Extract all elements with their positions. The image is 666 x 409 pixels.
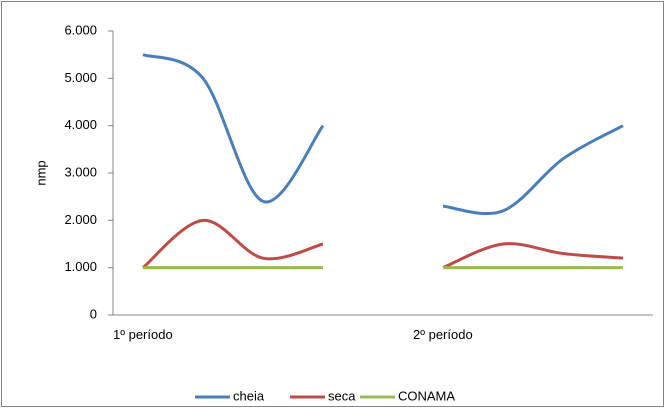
y-axis-title: nmp (33, 160, 48, 185)
y-tick-label: 2.000 (64, 212, 97, 227)
y-tick-label: 1.000 (64, 259, 97, 274)
y-tick-label: 4.000 (64, 117, 97, 132)
x-tick-label: 1º período (113, 327, 173, 342)
y-tick-label: 6.000 (64, 22, 97, 37)
y-tick-label: 0 (90, 306, 97, 321)
series-line (142, 53, 624, 216)
x-tick-label: 2º período (413, 327, 473, 342)
legend-label: cheia (233, 388, 265, 403)
legend-label: CONAMA (398, 388, 455, 403)
y-tick-label: 5.000 (64, 70, 97, 85)
legend-label: seca (328, 388, 356, 403)
y-tick-label: 3.000 (64, 164, 97, 179)
series-line (142, 218, 624, 270)
